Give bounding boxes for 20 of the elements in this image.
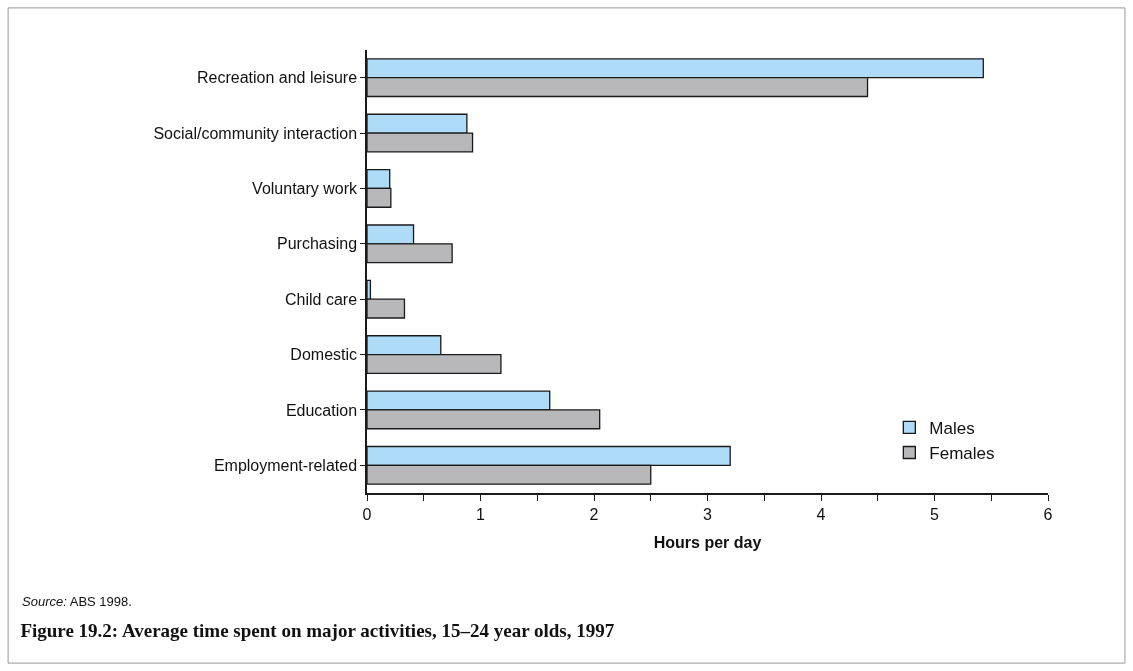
x-axis-title: Hours per day [653, 534, 762, 552]
x-tick-label: 0 [362, 505, 372, 523]
x-tick-label: 3 [703, 505, 713, 523]
y-tick-label: Child care [285, 290, 358, 308]
x-tick-label: 6 [1043, 505, 1053, 523]
y-tick-label: Purchasing [277, 235, 358, 253]
y-tick-label: Social/community interaction [153, 124, 358, 142]
y-tick-label: Employment-related [213, 456, 358, 474]
y-tick-label: Recreation and leisure [196, 69, 358, 87]
text: Figure 19.2: Average time spent on major activities, 15–24 year olds, 1997 [20, 620, 615, 642]
x-tick-label: 5 [930, 505, 940, 523]
x-tick-label: 1 [476, 505, 486, 523]
source-note: Source: ABS 1998. [22, 594, 132, 609]
x-tick-label: 2 [589, 505, 599, 523]
y-tick-label: Domestic [290, 346, 358, 364]
y-tick-label: Voluntary work [252, 180, 359, 198]
y-tick-label: Education [285, 401, 358, 419]
legend-label: Males [929, 419, 975, 439]
legend-label: Females [929, 444, 995, 464]
x-tick-label: 4 [816, 505, 826, 523]
